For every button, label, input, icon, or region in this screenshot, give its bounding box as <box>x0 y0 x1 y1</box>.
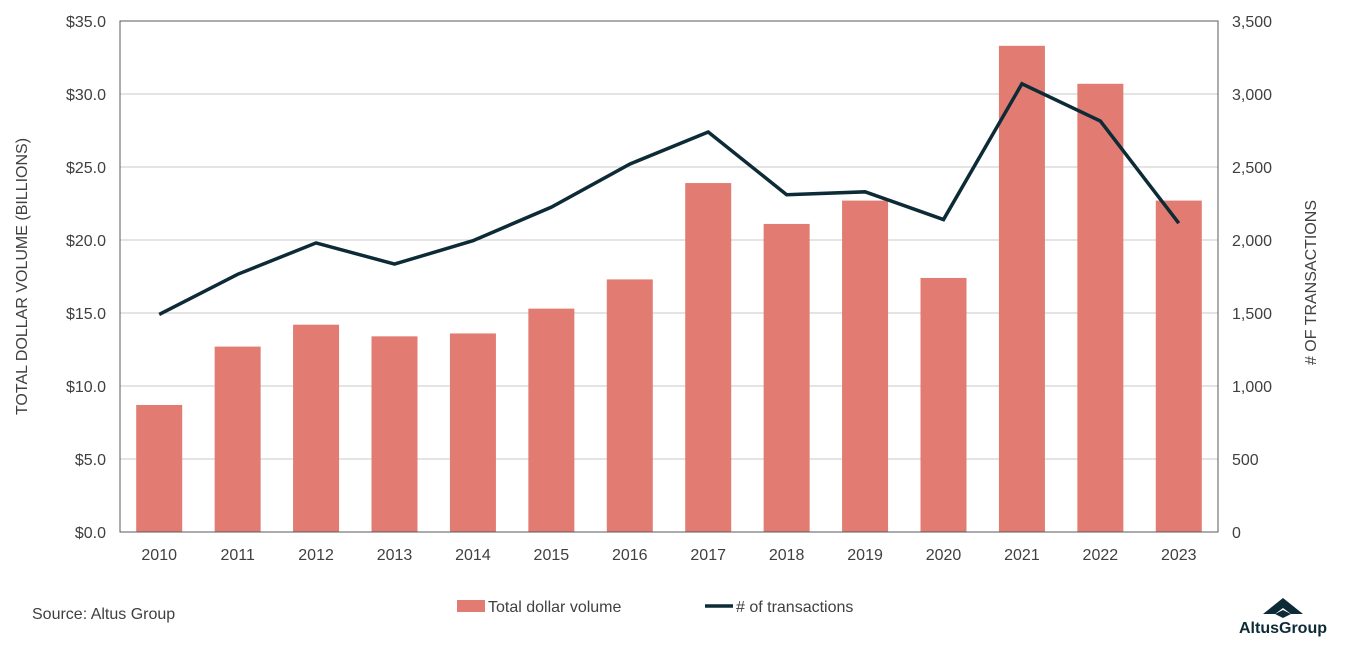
legend-swatch-bar <box>457 600 485 612</box>
x-tick-label: 2021 <box>1004 547 1040 564</box>
bar <box>842 200 889 532</box>
source-note: Source: Altus Group <box>32 606 176 623</box>
y-tick-label: $20.0 <box>66 233 106 250</box>
y-tick-label: $5.0 <box>75 452 106 469</box>
x-tick-label: 2012 <box>298 547 334 564</box>
bar <box>371 336 418 532</box>
x-tick-label: 2019 <box>847 547 883 564</box>
y2-axis-title: # OF TRANSACTIONS <box>1303 200 1320 365</box>
y-tick-label: $15.0 <box>66 306 106 323</box>
y-tick-label: $35.0 <box>66 14 106 31</box>
y2-tick-label: 2,000 <box>1232 233 1272 250</box>
y-tick-label: $30.0 <box>66 87 106 104</box>
y-axis-title: TOTAL DOLLAR VOLUME (BILLIONS) <box>14 138 31 415</box>
y2-tick-label: 3,000 <box>1232 87 1272 104</box>
bar <box>214 346 261 532</box>
x-tick-label: 2020 <box>926 547 962 564</box>
transactions-line <box>158 81 1181 317</box>
y-tick-label: $0.0 <box>75 525 106 542</box>
y-tick-label: $25.0 <box>66 160 106 177</box>
x-tick-label: 2014 <box>455 547 491 564</box>
bar <box>136 404 183 532</box>
altus-group-logo: AltusGroup <box>1228 598 1338 638</box>
y2-tick-label: 2,500 <box>1232 160 1272 177</box>
x-tick-label: 2011 <box>220 547 255 564</box>
x-tick-label: 2023 <box>1161 547 1197 564</box>
y2-tick-label: 0 <box>1232 525 1241 542</box>
logo-mountain-icon <box>1263 598 1303 618</box>
x-tick-label: 2017 <box>690 547 726 564</box>
bar <box>606 279 653 532</box>
bar <box>763 223 810 532</box>
legend-label: Total dollar volume <box>488 599 622 616</box>
bar <box>920 277 967 532</box>
y2-tick-label: 1,500 <box>1232 306 1272 323</box>
plot-frame <box>119 20 1219 533</box>
bar <box>1155 200 1202 532</box>
x-tick-label: 2016 <box>612 547 648 564</box>
bar <box>528 308 575 532</box>
bar <box>998 45 1045 532</box>
y2-tick-label: 500 <box>1232 452 1259 469</box>
y2-tick-label: 1,000 <box>1232 379 1272 396</box>
bar <box>1077 83 1124 532</box>
x-tick-label: 2018 <box>769 547 805 564</box>
y-tick-label: $10.0 <box>66 379 106 396</box>
bar <box>449 333 496 532</box>
legend-label: # of transactions <box>736 599 853 616</box>
bar <box>293 324 340 532</box>
x-tick-label: 2022 <box>1083 547 1119 564</box>
x-tick-label: 2010 <box>141 547 177 564</box>
x-tick-label: 2013 <box>377 547 413 564</box>
logo-text: AltusGroup <box>1239 620 1327 637</box>
bar <box>685 183 732 532</box>
x-tick-label: 2015 <box>534 547 570 564</box>
y2-tick-label: 3,500 <box>1232 14 1272 31</box>
